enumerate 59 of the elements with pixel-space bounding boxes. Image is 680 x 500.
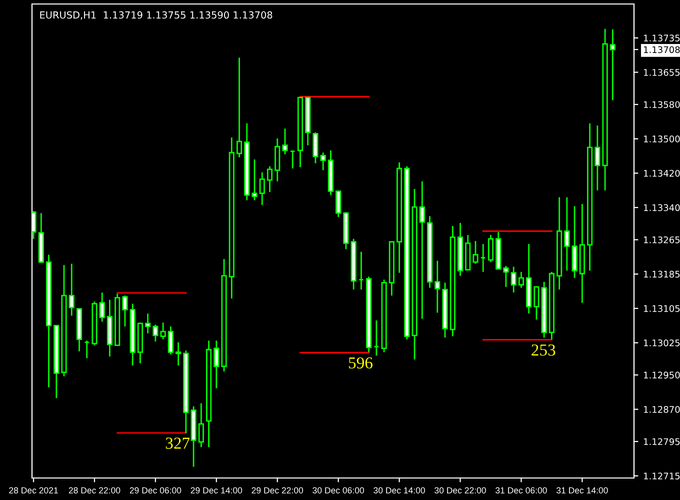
y-tick-label: 1.13500 — [644, 136, 680, 142]
candlestick — [176, 342, 182, 366]
candlestick — [510, 266, 516, 294]
annotation: 253 — [532, 344, 556, 356]
y-tick-label: 1.13420 — [644, 170, 680, 177]
candlestick — [534, 286, 540, 320]
text: EURUSD,H1 1.13719 1.13755 1.13590 1.13708 — [40, 11, 272, 20]
candlestick — [266, 166, 273, 193]
y-tick-label: 1.13580 — [644, 101, 680, 108]
candlestick — [160, 322, 166, 340]
candlestick — [472, 240, 478, 264]
annotation: 596 — [348, 357, 372, 369]
x-tick-label: 30 Dec 06:00 — [312, 487, 364, 494]
x-tick-label: 29 Dec 22:00 — [252, 487, 304, 494]
x-tick-label: 31 Dec 06:00 — [496, 487, 547, 494]
candlestick — [168, 326, 174, 356]
x-tick-label: 29 Dec 14:00 — [190, 487, 242, 494]
y-tick-label: 1.12795 — [644, 438, 680, 446]
y-tick-label: 1.13735 — [644, 34, 680, 42]
candlestick — [68, 263, 74, 316]
annotation: 327 — [166, 438, 190, 449]
y-tick-label: 1.13025 — [644, 339, 680, 346]
candlestick — [610, 28, 616, 101]
candlestick — [198, 402, 204, 448]
x-tick-label: 31 Dec 14:00 — [556, 487, 608, 494]
y-tick-label: 1.13265 — [644, 236, 680, 244]
candlestick — [282, 128, 288, 155]
candlestick — [434, 260, 440, 314]
x-tick-label: 30 Dec 22:00 — [434, 487, 486, 494]
candlestick — [99, 292, 105, 322]
y-tick-label: 1.13340 — [644, 204, 680, 212]
candlestick — [320, 152, 326, 171]
y-tick-label: 1.13655 — [644, 68, 680, 76]
candlestick — [564, 196, 570, 272]
y-tick-label: 1.12950 — [644, 372, 680, 379]
candlestick — [594, 124, 600, 192]
candlestick — [259, 172, 265, 206]
candlestick — [419, 180, 425, 320]
x-tick-label: 28 Dec 22:00 — [68, 487, 120, 494]
x-tick-label: 28 Dec 2021 — [9, 487, 58, 494]
y-tick-label: 1.13708 — [644, 46, 680, 54]
x-tick-label: 29 Dec 06:00 — [130, 487, 182, 494]
candlestick — [252, 158, 258, 201]
candlestick — [336, 190, 342, 218]
candlestick — [152, 324, 158, 342]
candlestick — [214, 340, 220, 389]
candlestick — [503, 265, 509, 288]
x-tick-label: 30 Dec 14:00 — [374, 487, 425, 494]
candlestick — [145, 312, 151, 334]
y-tick-label: 1.12870 — [644, 406, 680, 413]
candlestick — [312, 132, 318, 164]
candlestick — [518, 271, 524, 288]
y-tick-label: 1.12715 — [644, 472, 680, 480]
candlestick — [488, 234, 494, 263]
candlestick — [122, 294, 128, 328]
y-tick-label: 1.13185 — [644, 270, 680, 278]
candlestick — [274, 138, 280, 182]
candlestick — [236, 56, 242, 158]
y-tick-label: 1.13105 — [644, 305, 680, 312]
